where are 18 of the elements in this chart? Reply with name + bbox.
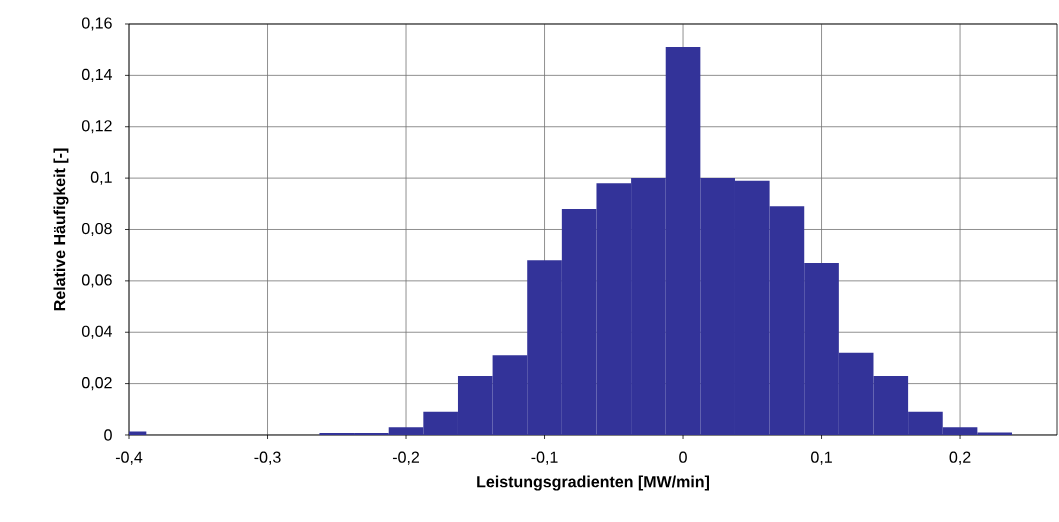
y-tick-label: 0,06 (81, 274, 112, 288)
x-tick-label: 0,2 (949, 451, 971, 465)
y-tick-label: 0,12 (81, 120, 112, 134)
y-tick-label: 0,14 (81, 68, 113, 82)
x-tick-label: 0 (679, 451, 687, 463)
x-tick-label: 0,1 (811, 451, 832, 465)
x-tick-label: -0,3 (254, 451, 281, 465)
x-tick-label: -0,2 (392, 451, 419, 465)
y-tick-label: 0,02 (81, 377, 112, 391)
y-axis-title: Relative Häufigkeit [-] (53, 148, 69, 311)
x-tick-label: -0,4 (115, 451, 143, 465)
y-tick-label: 0,1 (90, 171, 112, 185)
y-tick-label: 0,08 (81, 222, 112, 237)
y-tick-label: 0,04 (81, 325, 113, 339)
y-tick-label: 0 (104, 429, 112, 441)
x-tick-label: -0,1 (531, 451, 558, 465)
x-axis-title: Leistungsgradienten [MW/min] (477, 475, 709, 491)
y-tick-label: 0,16 (81, 17, 112, 31)
